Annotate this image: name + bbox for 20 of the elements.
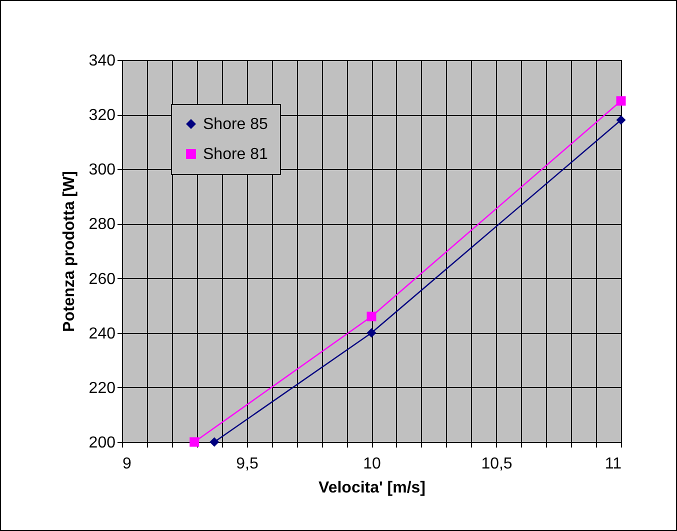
y-tick-label: 340 [88,52,116,70]
legend-label: Shore 85 [203,116,268,133]
x-axis-title: Velocita' [m/s] [318,480,426,496]
point [616,115,626,125]
x-tick-label: 9 [122,456,132,472]
y-tick-label: 200 [88,434,116,452]
point [616,96,626,106]
y-tick-label: 280 [88,216,116,234]
y-tick-label: 260 [88,270,116,288]
y-tick-label: 300 [88,162,116,179]
x-tick-label: 9,5 [236,456,258,472]
y-tick-label: 240 [88,325,116,342]
point [210,437,220,447]
x-tick-label: 10,5 [481,456,512,472]
x-tick-label: 10 [363,456,381,472]
x-tick-label: 11 [604,456,622,472]
legend-label: Shore 81 [203,146,268,163]
y-tick-label: 320 [88,107,116,124]
y-tick-label: 220 [88,380,116,397]
y-axis-title: Potenza prodotta [W] [60,171,78,332]
